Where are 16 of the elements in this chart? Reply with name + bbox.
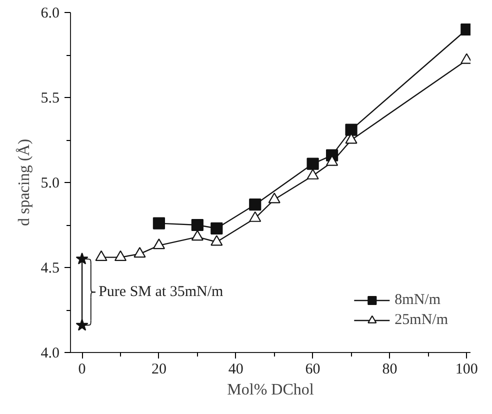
annotation: Pure SM at 35mN/m [98, 284, 224, 300]
x-tick-label: 0 [78, 362, 86, 378]
legend-label: 8mN/m [394, 292, 440, 308]
x-tick-label: 80 [382, 362, 398, 378]
x-tick-label: 60 [305, 362, 320, 378]
legend-label: 25mN/m [394, 312, 448, 328]
x-tick-label: 20 [151, 362, 166, 378]
x-tick-label: 100 [455, 362, 478, 378]
y-tick-label: 4.5 [40, 260, 60, 276]
x-axis-title: Mol% DChol [227, 382, 314, 398]
y-tick-label: 5.5 [40, 90, 60, 106]
x-tick-label: 40 [228, 362, 244, 378]
y-axis-title: d spacing (Å) [14, 138, 33, 226]
y-tick-label: 4.0 [40, 346, 60, 362]
y-tick-label: 6.0 [40, 6, 60, 22]
y-tick-label: 5.0 [40, 176, 60, 192]
